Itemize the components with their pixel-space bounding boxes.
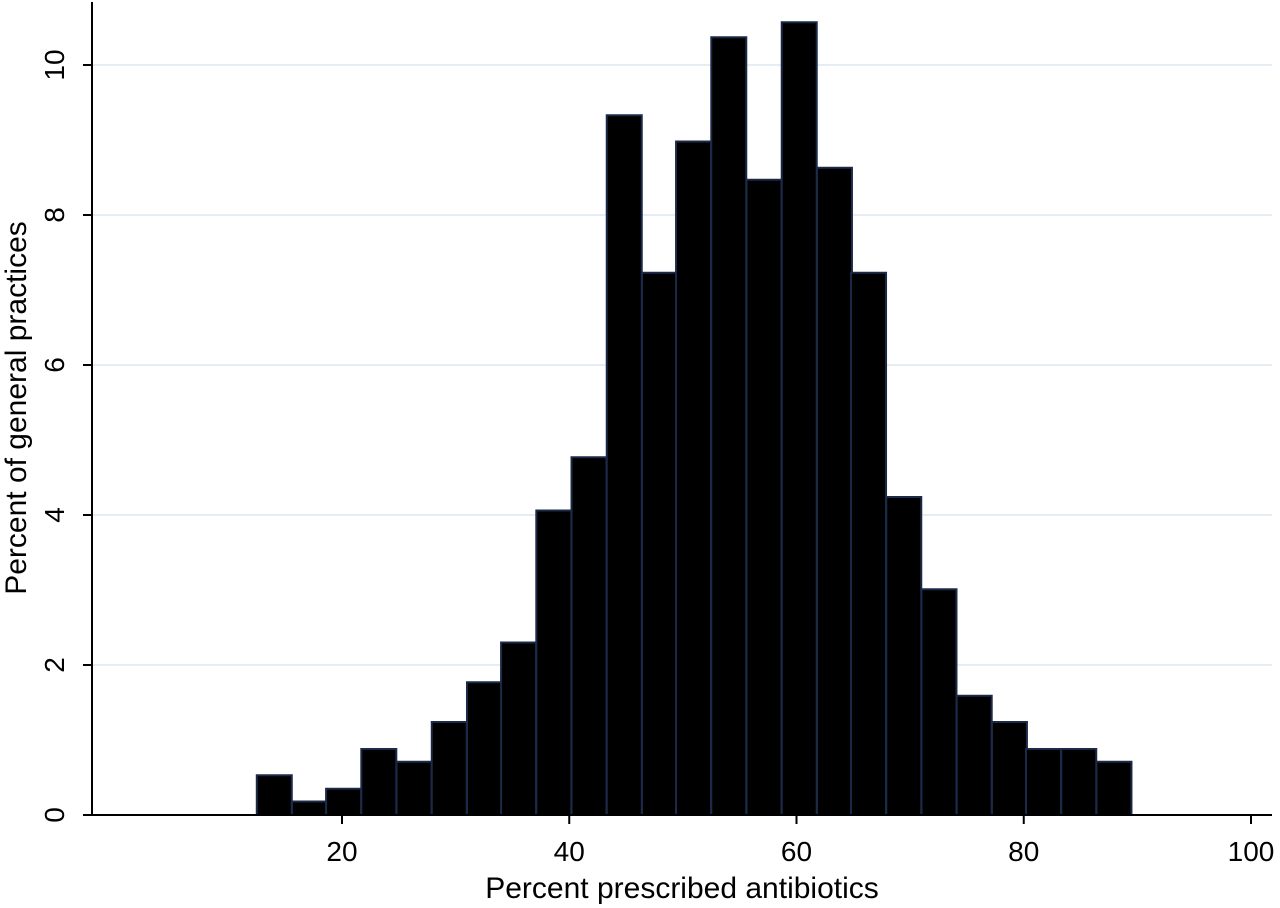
histogram-bar (325, 787, 363, 816)
histogram-bar (675, 140, 713, 816)
histogram-bars (255, 21, 1133, 816)
y-tick-label: 6 (39, 357, 70, 373)
x-tick-label: 100 (1228, 836, 1275, 867)
histogram-bar (955, 694, 993, 816)
histogram-bar (430, 721, 468, 816)
x-axis-title: Percent prescribed antibiotics (485, 872, 879, 905)
x-tick-label: 80 (1008, 836, 1039, 867)
histogram-bar (990, 721, 1028, 816)
y-tick-label: 0 (39, 807, 70, 823)
histogram-bar (291, 800, 329, 816)
histogram-bar (1095, 760, 1133, 816)
histogram-bar (360, 748, 398, 816)
y-tick-label: 4 (39, 507, 70, 523)
histogram-bar (570, 456, 608, 816)
histogram-bar (1060, 748, 1098, 816)
histogram-bar (780, 21, 818, 816)
x-tick-label: 60 (781, 836, 812, 867)
histogram-bar (710, 36, 748, 816)
histogram-bar (885, 496, 923, 816)
y-axis-ticks: 0 2 4 6 8 10 (39, 49, 92, 823)
histogram-bar (1025, 748, 1063, 816)
histogram-bar (535, 509, 573, 816)
histogram-bar (500, 641, 538, 816)
histogram-bar (395, 760, 433, 816)
x-tick-label: 20 (326, 836, 357, 867)
histogram-bar (255, 774, 293, 816)
y-axis-title: Percent of general practices (0, 221, 33, 595)
y-tick-label: 2 (39, 657, 70, 673)
x-axis-ticks: 20 40 60 80 100 (326, 815, 1274, 867)
histogram-bar (920, 588, 958, 816)
histogram-bar (850, 271, 888, 816)
histogram-bar (745, 178, 783, 816)
x-tick-label: 40 (554, 836, 585, 867)
y-tick-label: 10 (39, 49, 70, 80)
histogram-bar (640, 271, 678, 816)
y-tick-label: 8 (39, 207, 70, 223)
histogram-bar (605, 114, 643, 816)
histogram-bar (465, 681, 503, 816)
axes (91, 2, 1272, 816)
histogram-bar (815, 166, 853, 816)
